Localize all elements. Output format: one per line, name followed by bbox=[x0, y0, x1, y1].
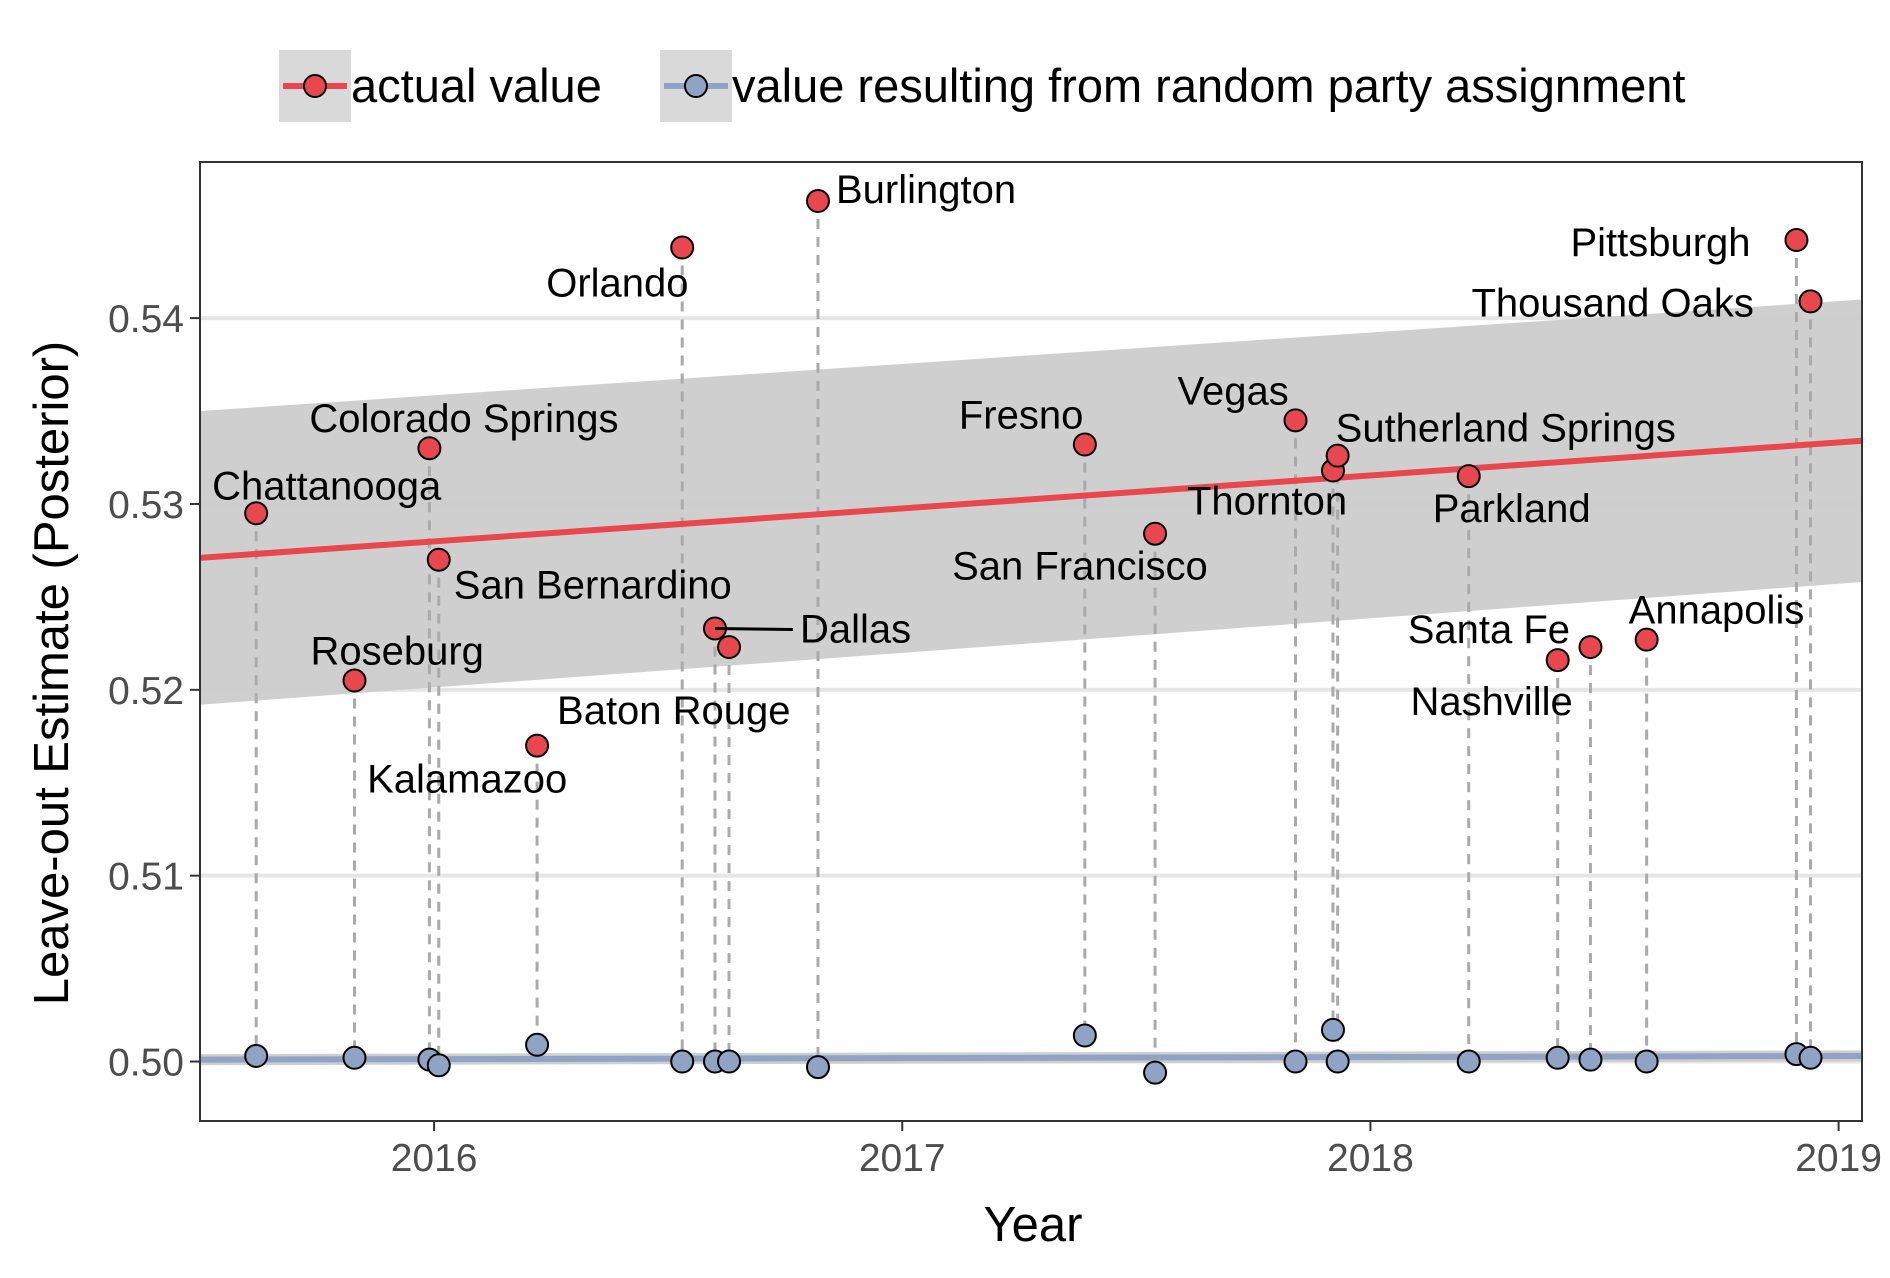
x-tick-label-1: 2017 bbox=[859, 1137, 946, 1180]
point-label-burlington: Burlington bbox=[836, 168, 1016, 212]
random-point-sutherland-springs bbox=[1325, 1049, 1350, 1074]
actual-point-vegas bbox=[1283, 408, 1308, 433]
random-point-vegas bbox=[1283, 1049, 1308, 1074]
point-label-santa-fe: Santa Fe bbox=[1408, 608, 1570, 652]
random-point-roseburg bbox=[342, 1045, 367, 1070]
random-point-burlington bbox=[805, 1055, 830, 1080]
legend-random-key-point bbox=[684, 74, 708, 98]
y-tick-label-3: 0.53 bbox=[108, 484, 184, 527]
random-point-chattanooga bbox=[244, 1043, 269, 1068]
point-label-kalamazoo: Kalamazoo bbox=[367, 758, 567, 802]
point-label-annapolis: Annapolis bbox=[1629, 589, 1805, 633]
actual-point-parkland bbox=[1456, 464, 1481, 489]
point-label-orlando: Orlando bbox=[546, 261, 688, 305]
actual-point-fresno bbox=[1072, 432, 1097, 457]
random-point-kalamazoo bbox=[525, 1032, 550, 1057]
plot-area: Chattanooga Roseburg Colorado Springs San B… bbox=[108, 161, 1882, 1180]
actual-trend-line bbox=[199, 437, 1863, 561]
point-label-thousand-oaks: Thousand Oaks bbox=[1472, 281, 1754, 325]
point-label-nashville: Nashville bbox=[1410, 680, 1572, 724]
legend-actual-label: actual value bbox=[351, 59, 602, 112]
point-label-baton-rouge: Baton Rouge bbox=[557, 689, 791, 733]
point-label-fresno: Fresno bbox=[959, 393, 1083, 437]
random-point-thousand-oaks bbox=[1798, 1045, 1823, 1070]
random-point-santa-fe bbox=[1545, 1045, 1570, 1070]
random-point-san-bernardino bbox=[426, 1053, 451, 1078]
legend-random-label: value resulting from random party assign… bbox=[732, 59, 1686, 112]
point-label-san-francisco: San Francisco bbox=[952, 545, 1208, 589]
point-label-san-bernardino: San Bernardino bbox=[454, 564, 732, 608]
random-point-baton-rouge bbox=[717, 1049, 742, 1074]
point-label-pittsburgh: Pittsburgh bbox=[1570, 221, 1750, 265]
y-tick-label-4: 0.54 bbox=[108, 298, 184, 341]
legend: actual value value resulting from random… bbox=[279, 50, 1686, 122]
random-point-parkland bbox=[1456, 1049, 1481, 1074]
y-axis-title: Leave-out Estimate (Posterior) bbox=[25, 341, 79, 1006]
point-label-sutherland-springs: Sutherland Springs bbox=[1336, 407, 1676, 451]
random-point-orlando bbox=[670, 1049, 695, 1074]
x-tick-label-3: 2019 bbox=[1795, 1137, 1882, 1180]
actual-point-baton-rouge bbox=[717, 635, 742, 660]
random-point-nashville bbox=[1578, 1047, 1603, 1072]
actual-point-colorado-springs bbox=[417, 436, 442, 461]
actual-point-roseburg bbox=[342, 668, 367, 693]
actual-point-nashville bbox=[1578, 635, 1603, 660]
random-point-fresno bbox=[1072, 1023, 1097, 1048]
actual-point-kalamazoo bbox=[525, 733, 550, 758]
panel-border bbox=[199, 161, 1863, 1122]
random-point-annapolis bbox=[1634, 1049, 1659, 1074]
actual-point-annapolis bbox=[1634, 627, 1659, 652]
point-label-roseburg: Roseburg bbox=[310, 630, 483, 674]
actual-point-burlington bbox=[805, 189, 830, 214]
actual-point-pittsburgh bbox=[1784, 228, 1809, 253]
random-point-san-francisco bbox=[1143, 1060, 1168, 1085]
actual-point-chattanooga bbox=[244, 501, 269, 526]
point-label-chattanooga: Chattanooga bbox=[212, 464, 442, 508]
label-leader-dallas bbox=[714, 626, 794, 631]
random-trend-line bbox=[199, 1052, 1863, 1063]
point-label-parkland: Parkland bbox=[1433, 487, 1591, 531]
y-tick-label-0: 0.50 bbox=[108, 1042, 184, 1085]
actual-point-orlando bbox=[670, 235, 695, 260]
y-tick-label-1: 0.51 bbox=[108, 856, 184, 899]
actual-point-sutherland-springs bbox=[1325, 443, 1350, 468]
point-label-vegas: Vegas bbox=[1178, 369, 1289, 413]
x-tick-label-0: 2016 bbox=[391, 1137, 478, 1180]
y-tick-label-2: 0.52 bbox=[108, 670, 184, 713]
point-label-thornton: Thornton bbox=[1187, 480, 1347, 524]
actual-point-thousand-oaks bbox=[1798, 289, 1823, 314]
actual-point-santa-fe bbox=[1545, 648, 1570, 673]
legend-actual-key-point bbox=[303, 74, 327, 98]
actual-point-san-francisco bbox=[1143, 521, 1168, 546]
random-point-thornton bbox=[1320, 1017, 1345, 1042]
point-label-dallas: Dallas bbox=[800, 607, 911, 651]
actual-point-san-bernardino bbox=[426, 547, 451, 572]
point-label-colorado-springs: Colorado Springs bbox=[309, 397, 618, 441]
x-tick-label-2: 2018 bbox=[1327, 1137, 1414, 1180]
x-axis-title: Year bbox=[983, 1198, 1082, 1252]
